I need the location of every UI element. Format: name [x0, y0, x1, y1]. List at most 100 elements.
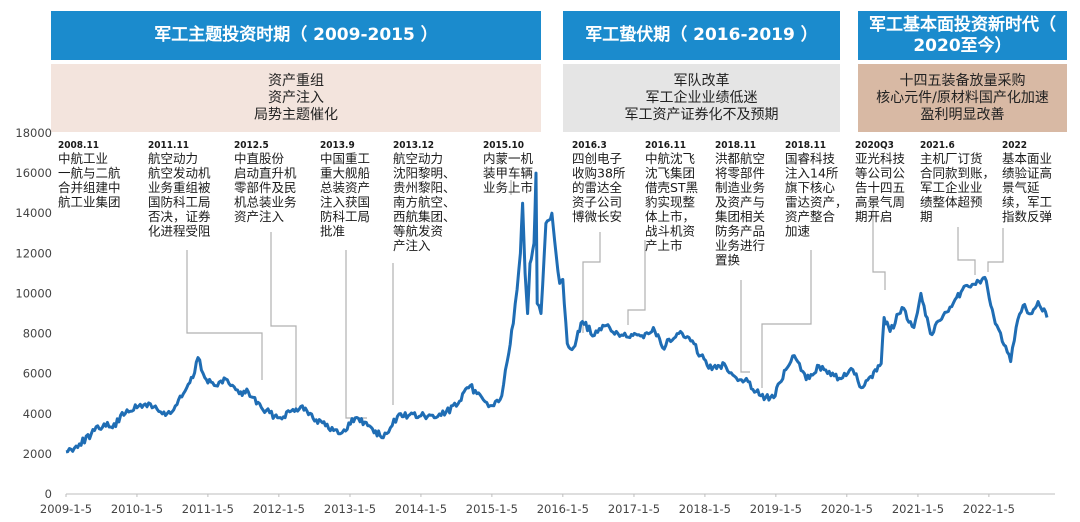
- annotation-text-line: 加速: [785, 224, 811, 239]
- annotation-text-line: 指数反弹: [1002, 209, 1052, 224]
- annotation-text-line: 中航沈飞: [645, 151, 695, 166]
- annotation-leader-line: [345, 250, 367, 419]
- annotation-text-line: 制造业务: [715, 180, 765, 195]
- annotation-text-line: 等航发资: [393, 224, 443, 239]
- x-tick-label: 2018-1-5: [679, 502, 731, 516]
- x-tick-label: 2021-1-5: [892, 502, 944, 516]
- annotation-text-line: 四创电子: [572, 151, 622, 166]
- phase-title-3: 军工基本面投资新时代（ 2020至今）: [869, 14, 1056, 56]
- annotation-date: 2015.10: [483, 140, 524, 151]
- y-tick-label: 6000: [23, 367, 52, 381]
- annotation-leader-line: [270, 232, 297, 412]
- annotation-text-line: 体上市，: [645, 209, 695, 224]
- annotation-text-line: 业务重组被: [148, 180, 211, 195]
- phase-title-1: 军工主题投资时期（ 2009-2015 ）: [154, 25, 438, 45]
- phase-desc-2: 军队改革 军工企业业绩低迷 军工资产证券化不及预期: [563, 64, 840, 132]
- annotation-text-line: 航工业集团: [58, 195, 121, 210]
- annotation-date: 2018.11: [785, 140, 826, 151]
- annotation-date: 2020Q3: [855, 140, 894, 151]
- annotation-text-line: 集团相关: [715, 209, 765, 224]
- annotation-text-line: 及资产与: [715, 195, 765, 210]
- annotation-text-line: 启动直升机: [234, 166, 297, 181]
- annotation-date: 2022: [1002, 140, 1027, 151]
- annotation-text-line: 批准: [320, 224, 345, 239]
- x-tick-label: 2009-1-5: [40, 502, 92, 516]
- annotation-text-line: 军工企业业: [920, 180, 983, 195]
- annotation-date: 2016.3: [572, 140, 607, 151]
- annotation-text-line: 沈阳黎明、: [393, 166, 456, 181]
- annotation-text-line: 洪都航空: [715, 151, 765, 166]
- annotation-text-line: 的雷达全: [572, 180, 623, 195]
- annotation-text-line: 业务进行: [715, 238, 765, 253]
- annotation-date: 2021.6: [920, 140, 955, 151]
- phase-header-3: 军工基本面投资新时代（ 2020至今）: [858, 11, 1067, 60]
- annotation-text-line: 亚光科技: [855, 151, 906, 166]
- annotation-leader-line: [740, 280, 750, 373]
- annotation-text-line: 借壳ST黑: [645, 180, 698, 195]
- annotation-text-line: 国防科工局: [148, 195, 211, 210]
- annotation-text-line: 国睿科技: [785, 151, 836, 166]
- annotation-text-line: 资子公司: [572, 195, 622, 210]
- phase-desc-2-line: 军工资产证券化不及预期: [624, 106, 779, 123]
- x-tick-label: 2011-1-5: [182, 502, 234, 516]
- phase-desc-3: 十四五装备放量采购 核心元件/原材料国产化加速 盈利明显改善: [858, 64, 1067, 132]
- annotation-text-line: 否决，证券: [148, 209, 211, 224]
- annotation-text-line: 基本面业: [1002, 151, 1052, 166]
- annotation-text-line: 等公司公: [855, 166, 906, 181]
- phase-header-1: 军工主题投资时期（ 2009-2015 ）: [51, 11, 541, 60]
- annotation-text-line: 中航工业: [58, 151, 108, 166]
- phase-desc-2-line: 军队改革: [673, 72, 730, 89]
- chart-axes: 0 2000 4000 6000 8000 10000 12000 14000 16000 180…: [15, 126, 1055, 516]
- x-tick-label: 2016-1-5: [537, 502, 589, 516]
- annotation-text-line: 航空动力: [393, 151, 443, 166]
- annotations: 2008.11中航工业一航与二航合并组建中航工业集团2011.11航空动力航空发…: [58, 140, 1052, 268]
- annotation-text-line: 告十四五: [855, 180, 905, 195]
- annotation-text-line: 高景气周: [855, 195, 905, 210]
- annotation-leader-line: [872, 200, 886, 290]
- phase-header-2: 军工蛰伏期（ 2016-2019 ）: [563, 11, 840, 60]
- annotation-leader-line: [582, 232, 601, 333]
- x-tick-label: 2010-1-5: [111, 502, 163, 516]
- phase-desc-1-line: 资产重组: [268, 72, 324, 89]
- y-tick-label: 4000: [23, 407, 52, 421]
- x-tick-label: 2012-1-5: [253, 502, 305, 516]
- annotation-text-line: 绩验证高: [1002, 166, 1052, 181]
- annotation-text-line: 雷达资产，: [785, 195, 848, 210]
- annotation-text-line: 防务产品: [715, 224, 765, 239]
- annotation-text-line: 内蒙一机: [483, 151, 534, 166]
- phase-desc-3-line: 盈利明显改善: [920, 106, 1005, 123]
- annotation-text-line: 航空动力: [148, 151, 198, 166]
- annotation-date: 2016.11: [645, 140, 686, 151]
- annotation-text-line: 注入获国: [320, 195, 370, 210]
- annotation-text-line: 总装资产: [320, 180, 370, 195]
- x-tick-label: 2017-1-5: [608, 502, 660, 516]
- annotation-text-line: 西航集团、: [393, 209, 456, 224]
- annotation-text-line: 机总装业务: [234, 195, 297, 210]
- annotation-date: 2008.11: [58, 140, 99, 151]
- x-tick-label: 2020-1-5: [821, 502, 873, 516]
- annotation-text-line: 业务上市: [483, 180, 533, 195]
- phase-desc-3-line: 十四五装备放量采购: [899, 72, 1026, 89]
- annotation-date: 2013.9: [320, 140, 355, 151]
- annotation-leader-line: [627, 240, 646, 325]
- annotation-text-line: 绩整体超预: [920, 195, 983, 210]
- annotation-text-line: 重大舰船: [320, 166, 370, 181]
- annotation-text-line: 防科工局: [320, 209, 370, 224]
- annotation-text-line: 豹实现整: [645, 195, 696, 210]
- phase-desc-2-line: 军工企业业绩低迷: [645, 89, 758, 106]
- annotation-date: 2013.12: [393, 140, 434, 151]
- chart-series: [65, 171, 1049, 454]
- annotation-text-line: 中国重工: [320, 151, 370, 166]
- annotation-leader-line: [987, 228, 1004, 272]
- annotation-text-line: 中直股份: [234, 151, 285, 166]
- annotation-text-line: 期开启: [855, 209, 893, 224]
- y-tick-label: 0: [45, 487, 52, 501]
